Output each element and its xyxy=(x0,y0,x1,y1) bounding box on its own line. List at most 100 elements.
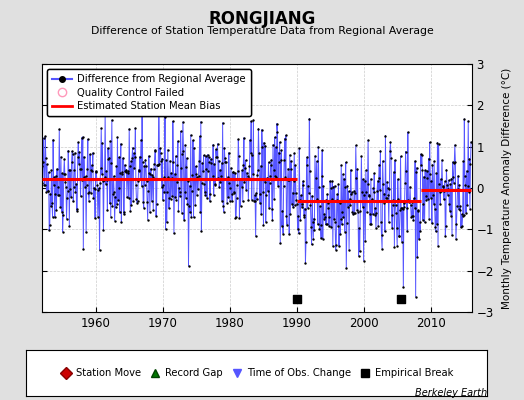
Point xyxy=(203,194,211,201)
Point xyxy=(462,210,470,216)
Point xyxy=(367,176,375,182)
Point xyxy=(459,158,467,164)
Point xyxy=(227,165,235,171)
Point xyxy=(54,192,63,198)
Point xyxy=(323,191,332,197)
Point xyxy=(91,215,99,222)
Point xyxy=(337,221,346,228)
Point xyxy=(251,192,259,198)
Point xyxy=(451,159,460,166)
Point xyxy=(253,196,261,202)
Text: Berkeley Earth: Berkeley Earth xyxy=(415,388,487,398)
Point xyxy=(178,210,186,216)
Point xyxy=(388,225,396,231)
Point xyxy=(277,147,286,154)
Point xyxy=(179,148,188,154)
Point xyxy=(151,147,159,153)
Point xyxy=(283,222,291,228)
Point xyxy=(101,174,109,180)
Point xyxy=(418,167,427,174)
Point xyxy=(194,186,202,192)
Point xyxy=(189,137,197,143)
Point xyxy=(344,188,353,194)
Point xyxy=(362,189,370,195)
Point xyxy=(83,166,91,172)
Point xyxy=(262,192,270,198)
Point xyxy=(304,190,313,196)
Point xyxy=(156,150,165,156)
Point xyxy=(408,199,417,205)
Point xyxy=(223,174,232,180)
Point xyxy=(211,181,219,188)
Point xyxy=(422,196,431,203)
Point xyxy=(74,161,83,167)
Point xyxy=(452,221,461,227)
Point xyxy=(342,159,350,166)
Point xyxy=(46,191,54,197)
Point xyxy=(133,200,141,206)
Point xyxy=(222,159,230,165)
Point xyxy=(259,222,268,228)
Point xyxy=(458,223,466,229)
Point xyxy=(405,198,413,204)
Point xyxy=(70,167,79,173)
Point xyxy=(368,196,376,202)
Point xyxy=(346,167,355,173)
Point xyxy=(110,173,118,180)
Point xyxy=(194,173,203,179)
Point xyxy=(177,128,185,135)
Point xyxy=(182,164,190,170)
Point xyxy=(93,182,102,188)
Point xyxy=(296,197,304,204)
Point xyxy=(261,142,269,149)
Point xyxy=(112,163,121,169)
Point xyxy=(297,201,305,208)
Point xyxy=(211,182,220,188)
Point xyxy=(345,196,354,202)
Point xyxy=(406,184,414,190)
Point xyxy=(330,216,338,222)
Point xyxy=(168,193,177,200)
Point xyxy=(57,208,66,215)
Point xyxy=(193,174,202,180)
Point xyxy=(78,134,86,141)
Point xyxy=(62,184,70,190)
Point xyxy=(45,169,53,176)
Point xyxy=(366,221,375,227)
Point xyxy=(324,199,332,206)
Point xyxy=(61,179,70,185)
Point xyxy=(206,191,214,197)
Point xyxy=(432,170,441,176)
Point xyxy=(353,207,361,213)
Point xyxy=(102,168,111,174)
Point xyxy=(300,212,308,219)
Point xyxy=(420,219,429,226)
Point xyxy=(216,179,225,186)
Point xyxy=(171,153,180,159)
Point xyxy=(181,142,189,148)
Point xyxy=(225,150,233,156)
Point xyxy=(106,138,114,144)
Point xyxy=(396,153,405,160)
Point xyxy=(461,182,470,188)
Point xyxy=(391,157,399,163)
Point xyxy=(118,171,126,177)
Point xyxy=(128,154,136,161)
Point xyxy=(234,167,242,174)
Point xyxy=(215,184,223,190)
Point xyxy=(249,171,257,177)
Point xyxy=(184,177,192,184)
Point xyxy=(148,174,157,180)
Point xyxy=(230,188,238,195)
Point xyxy=(160,189,168,195)
Point xyxy=(266,172,275,179)
Point xyxy=(374,223,383,229)
Point xyxy=(321,214,329,220)
Point xyxy=(276,139,284,145)
Point xyxy=(227,191,236,197)
Point xyxy=(300,214,309,220)
Point xyxy=(444,177,453,184)
Point xyxy=(107,160,115,166)
Point xyxy=(370,212,379,218)
Point xyxy=(140,182,149,188)
